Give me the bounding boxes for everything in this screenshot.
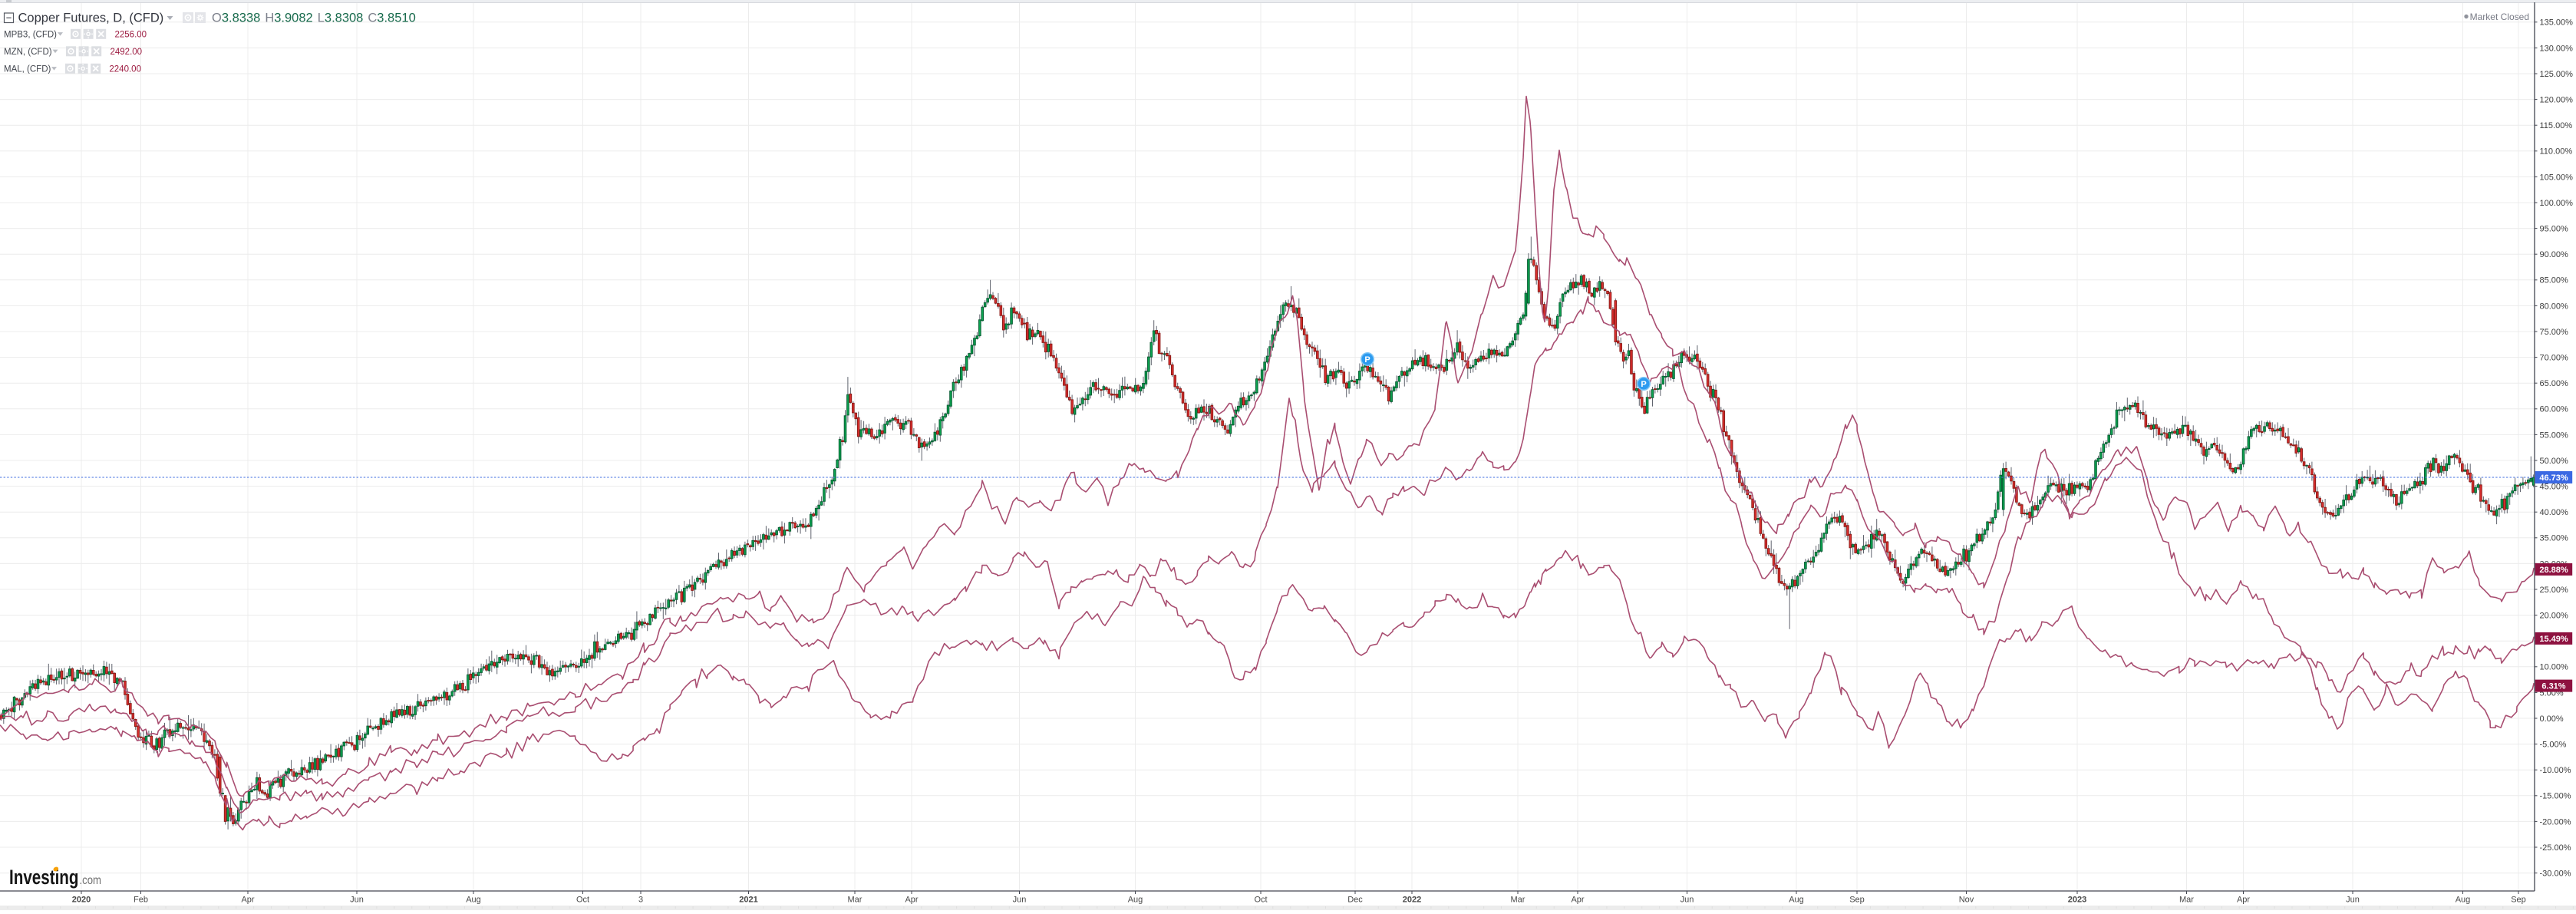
svg-text:20.00%: 20.00% xyxy=(2540,612,2569,621)
svg-text:125.00%: 125.00% xyxy=(2540,70,2574,79)
svg-text:110.00%: 110.00% xyxy=(2540,147,2573,157)
svg-text:-20.00%: -20.00% xyxy=(2540,817,2571,827)
svg-text:85.00%: 85.00% xyxy=(2540,276,2569,285)
svg-text:Jun: Jun xyxy=(2346,896,2360,905)
svg-text:35.00%: 35.00% xyxy=(2540,534,2569,543)
svg-text:Aug: Aug xyxy=(466,896,481,905)
svg-text:Apr: Apr xyxy=(905,896,918,905)
svg-text:100.00%: 100.00% xyxy=(2540,199,2574,208)
svg-text:75.00%: 75.00% xyxy=(2540,328,2569,337)
svg-text:2020: 2020 xyxy=(72,896,91,905)
svg-text:115.00%: 115.00% xyxy=(2540,121,2573,130)
svg-text:2021: 2021 xyxy=(739,896,757,905)
svg-text:2240.00: 2240.00 xyxy=(109,65,141,74)
svg-text:55.00%: 55.00% xyxy=(2540,431,2569,440)
svg-text:46.73%: 46.73% xyxy=(2539,473,2568,483)
svg-text:2256.00: 2256.00 xyxy=(115,31,147,40)
svg-text:45.00%: 45.00% xyxy=(2540,483,2569,492)
svg-text:Jun: Jun xyxy=(350,896,364,905)
svg-text:50.00%: 50.00% xyxy=(2540,457,2569,466)
svg-text:Jun: Jun xyxy=(1681,896,1694,905)
svg-text:Market Closed: Market Closed xyxy=(2470,12,2529,22)
svg-text:2023: 2023 xyxy=(2068,896,2086,905)
svg-text:Feb: Feb xyxy=(134,896,148,905)
svg-text:-25.00%: -25.00% xyxy=(2540,843,2571,853)
svg-text:Aug: Aug xyxy=(1789,896,1804,905)
svg-text:Sep: Sep xyxy=(1849,896,1865,905)
svg-text:P: P xyxy=(1641,380,1646,389)
svg-text:95.00%: 95.00% xyxy=(2540,225,2569,234)
svg-text:Oct: Oct xyxy=(1254,896,1267,905)
svg-text:MPB3, (CFD): MPB3, (CFD) xyxy=(4,31,57,40)
svg-text:70.00%: 70.00% xyxy=(2540,354,2569,363)
svg-text:40.00%: 40.00% xyxy=(2540,508,2569,517)
svg-text:Investing: Investing xyxy=(9,866,79,889)
svg-text:135.00%: 135.00% xyxy=(2540,18,2574,28)
svg-text:3: 3 xyxy=(638,896,643,905)
svg-text:2022: 2022 xyxy=(1403,896,1421,905)
svg-text:6.31%: 6.31% xyxy=(2541,682,2565,691)
svg-text:Aug: Aug xyxy=(2456,896,2471,905)
svg-text:-5.00%: -5.00% xyxy=(2540,741,2567,750)
svg-text:-30.00%: -30.00% xyxy=(2540,869,2571,879)
svg-text:Aug: Aug xyxy=(1128,896,1143,905)
svg-text:Sep: Sep xyxy=(2511,896,2526,905)
svg-text:Mar: Mar xyxy=(848,896,863,905)
svg-text:105.00%: 105.00% xyxy=(2540,173,2574,182)
svg-text:Oct: Oct xyxy=(576,896,589,905)
svg-text:25.00%: 25.00% xyxy=(2540,586,2569,595)
svg-text:130.00%: 130.00% xyxy=(2540,44,2574,53)
svg-text:Nov: Nov xyxy=(1959,896,1974,905)
svg-text:Mar: Mar xyxy=(1511,896,1525,905)
svg-text:P: P xyxy=(1364,355,1370,365)
svg-text:65.00%: 65.00% xyxy=(2540,379,2569,388)
svg-text:90.00%: 90.00% xyxy=(2540,250,2569,259)
svg-text:15.49%: 15.49% xyxy=(2539,635,2568,644)
svg-text:MAL, (CFD): MAL, (CFD) xyxy=(4,65,51,74)
svg-text:-15.00%: -15.00% xyxy=(2540,792,2571,801)
svg-text:80.00%: 80.00% xyxy=(2540,302,2569,311)
svg-text:MZN, (CFD): MZN, (CFD) xyxy=(4,48,52,57)
svg-text:.com: .com xyxy=(80,874,102,887)
svg-text:Dec: Dec xyxy=(1347,896,1363,905)
svg-text:2492.00: 2492.00 xyxy=(110,48,143,57)
svg-text:10.00%: 10.00% xyxy=(2540,663,2569,672)
svg-text:Apr: Apr xyxy=(2237,896,2250,905)
svg-text:Apr: Apr xyxy=(1571,896,1584,905)
svg-text:Jun: Jun xyxy=(1013,896,1027,905)
svg-text:120.00%: 120.00% xyxy=(2540,96,2574,105)
svg-text:28.88%: 28.88% xyxy=(2539,566,2568,575)
svg-text:Apr: Apr xyxy=(241,896,254,905)
svg-text:-10.00%: -10.00% xyxy=(2540,766,2571,775)
svg-text:60.00%: 60.00% xyxy=(2540,405,2569,414)
svg-text:Mar: Mar xyxy=(2179,896,2194,905)
svg-text:Copper Futures, D, (CFD): Copper Futures, D, (CFD) xyxy=(18,12,164,25)
svg-text:0.00%: 0.00% xyxy=(2540,714,2564,724)
